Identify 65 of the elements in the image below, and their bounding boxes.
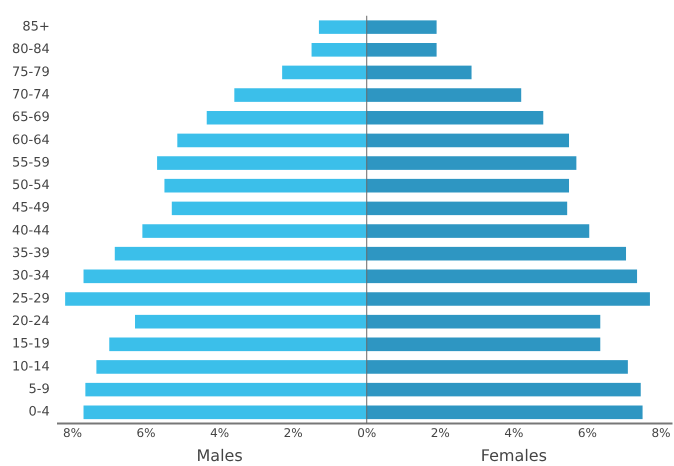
bar [312,42,367,57]
y-tick-label: 10-14 [12,359,50,374]
x-tick-label: 6% [578,426,597,440]
series-label: Males [196,446,243,466]
bar [109,338,367,352]
bar [366,42,437,57]
x-tick-label: 2% [430,426,450,440]
y-tick-label: 20-24 [12,314,50,330]
y-tick-label: 25-29 [12,291,50,306]
bar [206,110,367,125]
bar [366,178,570,193]
bar [366,292,650,306]
bar [177,134,367,148]
bar [366,246,626,260]
bar [366,156,576,170]
x-tick-label: 8% [62,426,82,440]
bar [366,88,522,102]
x-tick-label: 4% [504,426,524,440]
bar [366,382,641,396]
x-tick-label: 2% [284,426,303,440]
bar [366,66,472,80]
x-tick-label: 8% [651,426,670,440]
y-tick-label: 15-19 [12,336,50,352]
bar [366,224,590,238]
bar [366,270,638,284]
bar [366,338,600,352]
bar [65,292,367,306]
y-tick-label: 50-54 [12,178,50,194]
y-tick-label: 55-59 [12,155,50,170]
y-tick-label: 70-74 [12,87,50,102]
bar [366,405,643,420]
x-tick-label: 0% [357,426,376,440]
bar [318,20,367,34]
bar [157,156,367,170]
bar [366,202,568,216]
bar [96,360,367,374]
bar [366,110,544,125]
y-tick-label: 35-39 [12,246,50,262]
bar [282,66,367,80]
bar [234,88,367,102]
x-tick-label: 4% [210,426,230,440]
y-tick-label: 65-69 [12,110,50,126]
y-tick-label: 45-49 [12,200,50,216]
bar [366,134,570,148]
x-tick-label: 6% [136,426,156,440]
bar [135,314,367,328]
bar [84,405,367,420]
bar [164,178,367,193]
y-tick-label: 80-84 [12,42,50,58]
y-tick-label: 75-79 [12,64,50,80]
y-tick-label: 0-4 [28,404,50,420]
bar [366,360,628,374]
bar [85,382,367,396]
bar [114,246,367,260]
y-tick-label: 60-64 [12,132,50,148]
y-tick-label: 30-34 [12,268,50,284]
series-label: Females [480,446,547,466]
y-tick-label: 85+ [22,20,50,35]
y-tick-label: 5-9 [28,382,50,397]
bar [142,224,367,238]
bar [172,202,367,216]
bar [84,270,367,284]
bar [366,314,600,328]
bar [366,20,437,34]
y-tick-label: 40-44 [12,223,50,238]
